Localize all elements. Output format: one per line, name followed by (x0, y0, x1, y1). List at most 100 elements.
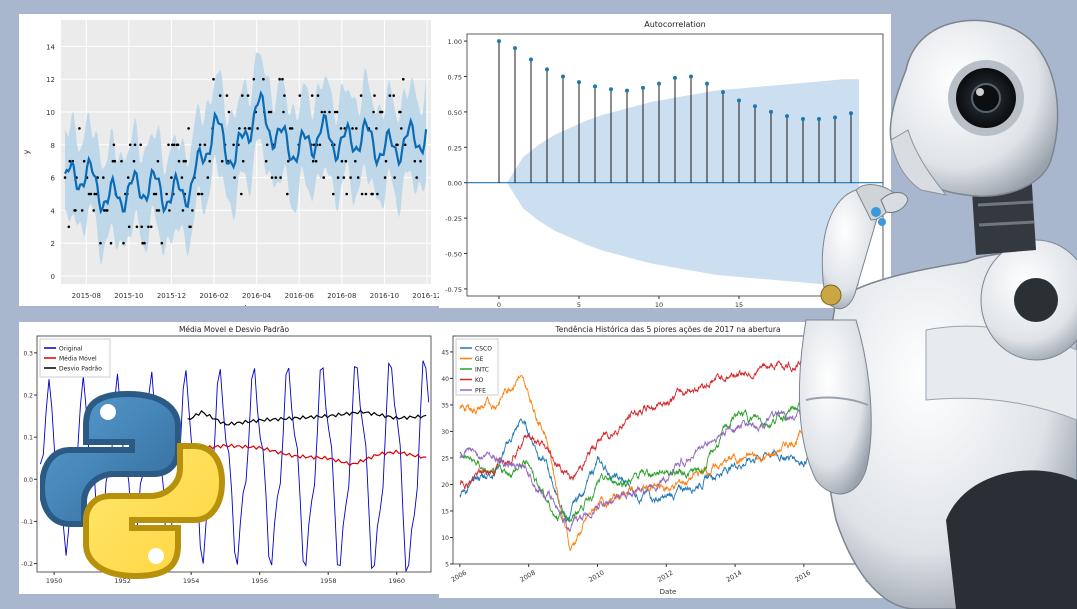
observed-point (89, 192, 93, 196)
observed-point (63, 176, 67, 179)
y-tick-label: 10 (441, 535, 449, 542)
y-tick-label: 14 (46, 43, 55, 51)
acf-point (513, 46, 517, 51)
legend-label: GE (475, 356, 484, 363)
y-tick-label: 0.75 (448, 73, 462, 81)
legend-label: Original (59, 346, 83, 353)
observed-point (87, 192, 91, 196)
y-tick-label: 0.25 (448, 144, 462, 152)
observed-point (140, 225, 143, 229)
observed-point (335, 110, 339, 114)
acf-point (561, 74, 565, 79)
y-tick-label: 1.00 (448, 38, 462, 46)
acf-point (609, 87, 613, 92)
observed-point (349, 176, 352, 179)
observed-point (227, 110, 231, 114)
acf-point (849, 111, 853, 116)
y-tick-label: -0.2 (21, 561, 33, 568)
observed-point (198, 143, 202, 147)
observed-point (388, 94, 392, 97)
y-tick-label: 12 (46, 76, 55, 84)
legend-label: Média Móvel (59, 356, 97, 363)
observed-point (68, 159, 72, 163)
observed-point (373, 94, 376, 97)
x-tick-label: 2016-10 (370, 292, 399, 300)
y-tick-label: 0.00 (448, 180, 462, 188)
observed-point (122, 241, 125, 245)
acf-point (497, 39, 501, 44)
observed-point (351, 127, 354, 130)
observed-point (182, 159, 186, 163)
acf-point (785, 114, 789, 119)
legend: CSCO GE INTC KO PFE (455, 338, 499, 396)
legend: Original Média Móvel Desvio Padrão (39, 338, 111, 378)
forecast-chart: 0 2 4 6 8 10 12 14 2015-08 2015-10 2015-12 2016-02 2… (19, 14, 439, 306)
observed-point (262, 77, 265, 81)
observed-point (376, 192, 379, 196)
observed-point (112, 143, 116, 147)
observed-point (360, 192, 364, 196)
observed-point (82, 159, 86, 163)
x-tick-label: 2010 (587, 569, 605, 584)
observed-point (288, 127, 292, 130)
chart-title: Média Movel e Desvio Padrão (179, 325, 290, 334)
x-tick-label: 15 (735, 301, 743, 308)
observed-point (240, 192, 243, 196)
observed-point (372, 110, 375, 114)
acf-point (593, 84, 597, 89)
observed-point (176, 143, 180, 147)
rolling-std-series (187, 409, 427, 426)
acf-point (817, 116, 821, 121)
observed-point (143, 241, 146, 245)
observed-point (274, 176, 278, 179)
observed-point (111, 159, 115, 163)
y-tick-label: 6 (51, 175, 56, 183)
observed-point (154, 192, 158, 196)
observed-point (80, 209, 84, 212)
observed-point (419, 159, 422, 163)
observed-point (344, 159, 348, 163)
observed-point (364, 192, 368, 196)
observed-point (225, 94, 229, 97)
y-tick-label: 2 (51, 240, 55, 248)
observed-point (318, 143, 322, 147)
x-tick-label: 5 (577, 301, 581, 308)
observed-point (197, 192, 201, 196)
x-tick-label: 1956 (251, 577, 268, 585)
observed-point (102, 176, 105, 179)
observed-point (396, 143, 399, 147)
acf-point (673, 75, 677, 80)
x-tick-label: 2014 (725, 569, 743, 584)
observed-point (233, 176, 236, 179)
observed-point (384, 159, 388, 163)
x-tick-label: 1960 (388, 577, 405, 585)
y-tick-label: 4 (51, 207, 56, 215)
observed-point (232, 143, 235, 147)
acf-point (577, 80, 581, 85)
acf-point (689, 74, 693, 79)
y-tick-label: 0.3 (23, 350, 33, 357)
observed-point (99, 241, 102, 245)
observed-point (316, 94, 320, 97)
observed-point (415, 176, 419, 179)
observed-point (264, 159, 268, 163)
observed-point (328, 110, 331, 114)
observed-point (203, 143, 207, 147)
observed-point (314, 159, 318, 163)
observed-point (402, 77, 405, 81)
acf-point (769, 109, 773, 114)
observed-point (256, 127, 259, 130)
x-tick-label: 2016-02 (199, 292, 228, 300)
observed-point (246, 94, 250, 97)
observed-point (218, 94, 222, 97)
y-tick-label: 35 (441, 402, 449, 409)
legend-label: KO (475, 377, 484, 384)
acf-point (705, 81, 709, 86)
observed-point (172, 143, 176, 147)
x-tick-label: 1958 (320, 577, 337, 585)
observed-point (393, 176, 396, 179)
y-axis-label: y (22, 149, 31, 154)
observed-point (333, 110, 337, 114)
x-tick-label: 10 (655, 301, 663, 308)
observed-point (248, 127, 252, 130)
